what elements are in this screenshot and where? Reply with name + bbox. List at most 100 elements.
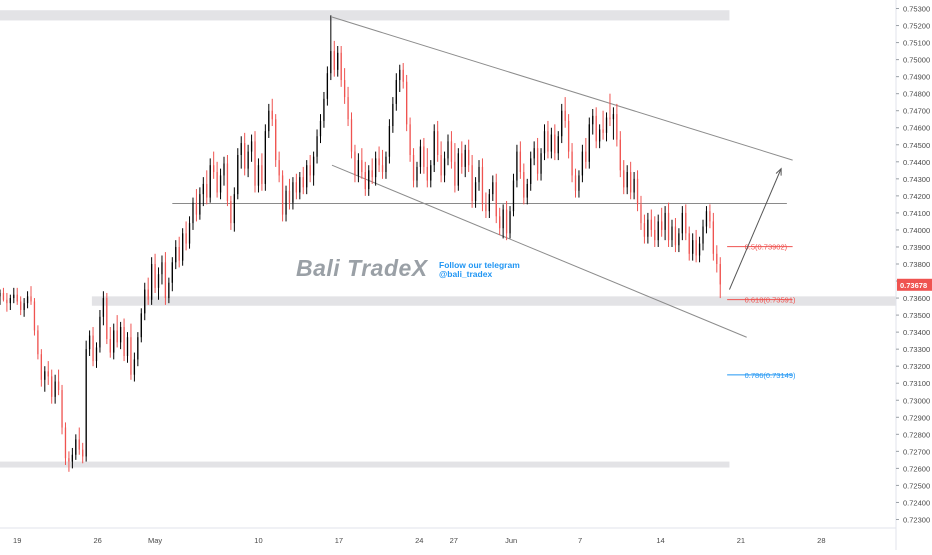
candle	[185, 221, 187, 251]
candle-body	[454, 161, 456, 186]
candle	[450, 131, 453, 169]
x-tick-label: Jun	[505, 536, 517, 545]
candle	[454, 143, 456, 193]
candle	[51, 369, 53, 404]
candle	[244, 132, 246, 176]
current-price-badge	[897, 278, 932, 291]
candle	[581, 144, 584, 183]
candle	[13, 287, 15, 304]
candle	[219, 168, 222, 200]
candle-body	[364, 172, 366, 190]
candle-body	[126, 337, 129, 356]
support-resistance-zone	[0, 10, 730, 21]
candle-body	[488, 194, 491, 212]
candle	[278, 151, 280, 183]
candle-body	[598, 129, 601, 142]
candle-body	[716, 253, 718, 264]
candle-body	[312, 156, 315, 176]
candle	[164, 252, 167, 305]
y-tick-label: 0.74200	[903, 192, 930, 201]
candle	[137, 332, 139, 367]
candle	[540, 148, 542, 181]
candle-body	[302, 177, 304, 188]
candle	[171, 257, 173, 292]
candle-body	[402, 69, 404, 82]
candle-body	[357, 160, 360, 176]
candle	[474, 177, 477, 208]
candle-body	[409, 124, 411, 155]
candle-body	[647, 219, 649, 237]
candle	[685, 204, 687, 241]
y-tick-label: 0.73200	[903, 362, 930, 371]
candle-body	[278, 160, 280, 176]
candle-body	[554, 134, 556, 154]
candle	[578, 170, 580, 198]
candle-body	[99, 316, 101, 348]
candle-body	[536, 148, 539, 174]
candle	[650, 209, 652, 237]
candle	[405, 74, 408, 132]
candle	[223, 156, 225, 186]
candle-body	[244, 143, 246, 169]
candle-body	[509, 211, 511, 234]
y-tick-label: 0.75000	[903, 56, 930, 65]
x-tick-label: 19	[13, 536, 21, 545]
candle-body	[250, 141, 253, 152]
candle	[54, 374, 56, 404]
candle	[612, 107, 615, 140]
candle	[437, 120, 439, 162]
candle	[150, 257, 153, 305]
candle-body	[123, 327, 125, 356]
candle	[254, 131, 256, 193]
candle	[319, 114, 322, 144]
candle	[157, 267, 160, 300]
candle-body	[216, 172, 218, 193]
candle	[257, 158, 260, 193]
candle	[440, 141, 442, 183]
candle	[181, 228, 184, 266]
candle-body	[185, 233, 187, 244]
candle	[20, 296, 22, 316]
candle	[40, 349, 43, 387]
candle-body	[9, 298, 11, 304]
candle-body	[144, 289, 146, 314]
fib-level-label: 0.5(0.73902)	[745, 243, 788, 252]
candle	[512, 173, 515, 217]
candle	[133, 352, 136, 382]
candle-body	[685, 212, 687, 234]
candle-body	[412, 154, 415, 181]
candle-body	[430, 165, 432, 181]
candle-body	[661, 221, 663, 230]
candle-body	[485, 204, 487, 212]
candle-body	[423, 146, 425, 167]
candle-body	[340, 52, 342, 81]
candle-body	[464, 149, 466, 167]
candle-body	[543, 131, 546, 154]
candle	[123, 318, 125, 362]
candle-body	[240, 143, 242, 155]
candle-body	[592, 115, 594, 125]
candle	[109, 327, 111, 358]
candle	[409, 117, 411, 162]
candle-body	[550, 134, 553, 152]
candle	[519, 141, 522, 179]
candle-body	[633, 178, 635, 193]
candle	[268, 103, 270, 138]
candle	[719, 257, 721, 299]
candle-body	[368, 170, 370, 190]
candle	[636, 170, 639, 212]
candle	[402, 63, 404, 89]
y-tick-label: 0.74800	[903, 90, 930, 99]
candle-body	[26, 296, 29, 304]
candle	[571, 143, 573, 183]
candle	[564, 97, 566, 128]
candle	[423, 137, 425, 174]
candle-body	[92, 335, 94, 362]
candle-body	[516, 151, 518, 181]
candle-body	[119, 327, 122, 343]
candle-body	[161, 262, 163, 275]
candle	[371, 158, 373, 184]
candle	[216, 161, 218, 198]
